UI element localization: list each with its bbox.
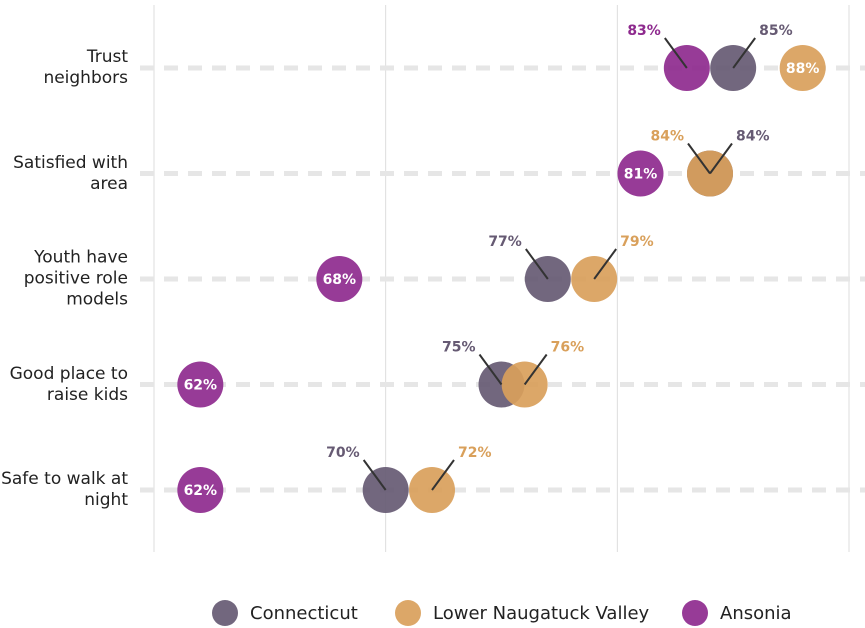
- dot: [316, 256, 363, 302]
- dot: [779, 45, 826, 91]
- value-label: 77%: [488, 234, 522, 250]
- dot: [177, 467, 224, 513]
- leader-line: [525, 248, 549, 280]
- category-label: Satisfied with area: [13, 152, 128, 194]
- leader-line: [431, 459, 455, 491]
- value-label: 76%: [551, 340, 585, 356]
- legend-swatch: [682, 600, 708, 626]
- leader-line: [523, 353, 548, 386]
- value-label: 68%: [323, 272, 357, 288]
- value-label: 79%: [620, 234, 654, 250]
- value-label: 62%: [184, 483, 218, 499]
- legend-label: Connecticut: [250, 603, 358, 624]
- leader-line: [732, 37, 756, 69]
- category-label: Safe to walk at night: [1, 469, 128, 510]
- category-label: Trust neighbors: [43, 47, 128, 88]
- value-label: 72%: [458, 445, 492, 461]
- category-label: Good place to raise kids: [9, 363, 128, 405]
- value-label: 83%: [627, 23, 661, 39]
- leader-line: [664, 37, 688, 69]
- leader-line: [593, 248, 617, 280]
- value-label: 84%: [736, 129, 770, 145]
- value-label: 75%: [442, 340, 476, 356]
- legend-label: Ansonia: [720, 603, 792, 624]
- value-label: 88%: [786, 61, 820, 77]
- value-label: 62%: [184, 378, 218, 394]
- legend-swatch: [395, 600, 421, 626]
- legend-swatch: [212, 600, 238, 626]
- leader-line: [687, 142, 711, 175]
- leader-line: [478, 353, 503, 386]
- dot: [617, 150, 664, 197]
- leader-line: [362, 459, 387, 491]
- value-label: 85%: [759, 23, 793, 39]
- value-label: 84%: [650, 129, 684, 145]
- leader-line: [709, 142, 733, 175]
- legend-label: Lower Naugatuck Valley: [433, 603, 650, 624]
- value-label: 81%: [624, 167, 658, 183]
- category-label: Youth have positive role models: [23, 247, 128, 310]
- dot: [177, 361, 224, 408]
- value-label: 70%: [326, 445, 360, 461]
